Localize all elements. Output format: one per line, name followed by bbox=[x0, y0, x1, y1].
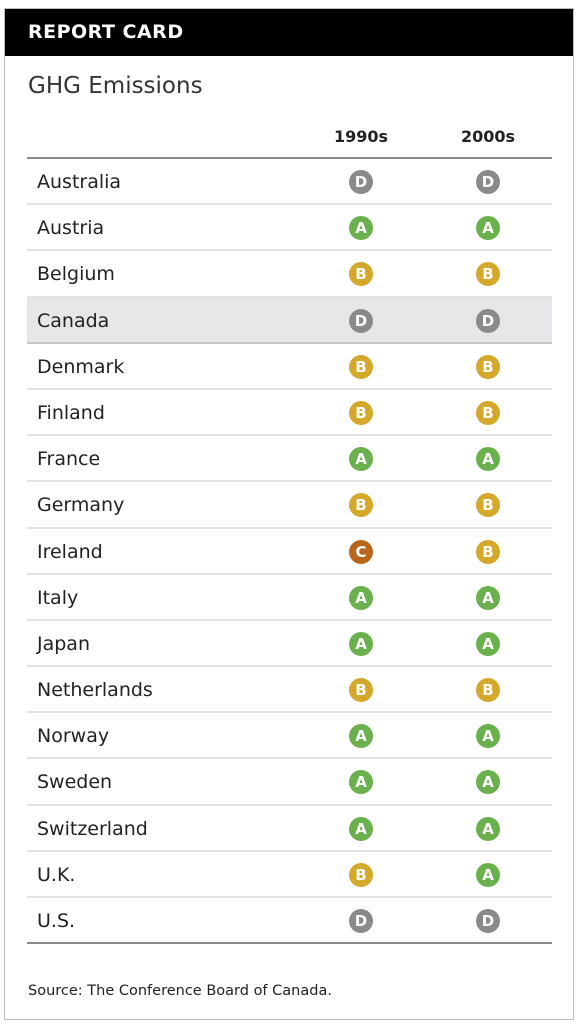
grade-1990s-badge: A bbox=[349, 216, 373, 241]
grade-1990s-badge: B bbox=[349, 262, 373, 287]
grade-1990s-badge: A bbox=[349, 447, 373, 472]
country-name: Germany bbox=[37, 494, 125, 517]
country-name: Canada bbox=[37, 309, 110, 332]
grade-1990s-badge: A bbox=[349, 770, 373, 795]
grade-2000s-badge: B bbox=[476, 493, 500, 518]
report-card: REPORT CARD GHG Emissions 1990s 2000s Au… bbox=[4, 8, 574, 1020]
country-name: Austria bbox=[37, 217, 105, 240]
table-row: Denmark B B bbox=[27, 344, 552, 390]
grade-1990s-badge: A bbox=[349, 631, 373, 656]
country-name: U.S. bbox=[37, 910, 76, 932]
grade-2000s-badge: B bbox=[476, 262, 500, 287]
grade-1990s-badge: B bbox=[349, 400, 373, 425]
country-name: Switzerland bbox=[37, 817, 148, 840]
table-row: Austria A A bbox=[27, 205, 552, 252]
grade-2000s-badge: A bbox=[476, 631, 500, 656]
grade-2000s-badge: A bbox=[476, 447, 500, 472]
grade-2000s-badge: B bbox=[476, 539, 500, 564]
table-row: Netherlands B B bbox=[27, 667, 552, 714]
grade-2000s-badge: B bbox=[476, 678, 500, 703]
grade-1990s-badge: D bbox=[349, 170, 373, 194]
grade-1990s-badge: A bbox=[349, 816, 373, 841]
table-row: France A A bbox=[27, 436, 552, 483]
table-body: Australia D D Austria A A Belgium B B Canada D D Den… bbox=[27, 159, 552, 945]
grade-1990s-badge: A bbox=[349, 585, 373, 610]
table-row: Sweden A A bbox=[27, 759, 552, 806]
grade-2000s-badge: A bbox=[476, 816, 500, 841]
table-row: U.K. B A bbox=[27, 852, 552, 898]
country-name: Belgium bbox=[37, 263, 115, 286]
grade-1990s-badge: B bbox=[349, 354, 373, 379]
country-name: Ireland bbox=[37, 540, 103, 563]
table-row: Finland B B bbox=[27, 390, 552, 437]
report-card-header: REPORT CARD bbox=[5, 9, 573, 56]
table-row: Australia D D bbox=[27, 159, 552, 206]
country-name: Sweden bbox=[37, 771, 113, 794]
grade-2000s-badge: A bbox=[476, 862, 500, 887]
grades-table: 1990s 2000s Australia D D Austria A A Belgium B… bbox=[27, 121, 552, 945]
grade-2000s-badge: A bbox=[476, 770, 500, 795]
country-name: Norway bbox=[37, 725, 110, 748]
column-header-2000s: 2000s bbox=[460, 127, 516, 146]
grade-1990s-badge: B bbox=[349, 493, 373, 518]
grade-1990s-badge: B bbox=[349, 862, 373, 887]
table-row: Belgium B B bbox=[27, 251, 552, 298]
grade-1990s-badge: B bbox=[349, 678, 373, 703]
country-name: Japan bbox=[37, 632, 90, 655]
table-row: Norway A A bbox=[27, 713, 552, 760]
grade-2000s-badge: D bbox=[476, 170, 500, 194]
country-name: Italy bbox=[37, 586, 79, 609]
grade-1990s-badge: D bbox=[349, 909, 373, 933]
grade-2000s-badge: A bbox=[476, 585, 500, 610]
grade-2000s-badge: A bbox=[476, 216, 500, 241]
grade-2000s-badge: D bbox=[476, 909, 500, 933]
table-row: Switzerland A A bbox=[27, 806, 552, 852]
table-header-row: 1990s 2000s bbox=[27, 121, 552, 159]
table-row: Canada D D bbox=[27, 297, 552, 344]
table-row: Italy A A bbox=[27, 575, 552, 621]
source-note: Source: The Conference Board of Canada. bbox=[28, 983, 332, 999]
table-row: Japan A A bbox=[27, 621, 552, 668]
country-name: Netherlands bbox=[37, 679, 153, 702]
country-name: Finland bbox=[37, 401, 105, 424]
grade-1990s-badge: C bbox=[349, 539, 373, 564]
grade-2000s-badge: B bbox=[476, 354, 500, 379]
country-name: U.K. bbox=[37, 863, 76, 886]
column-header-1990s: 1990s bbox=[333, 127, 389, 146]
country-name: Australia bbox=[37, 171, 122, 193]
grade-2000s-badge: A bbox=[476, 724, 500, 749]
country-name: France bbox=[37, 448, 101, 471]
table-row: U.S. D D bbox=[27, 898, 552, 945]
grade-1990s-badge: A bbox=[349, 724, 373, 749]
table-row: Germany B B bbox=[27, 482, 552, 529]
grade-2000s-badge: B bbox=[476, 400, 500, 425]
grade-2000s-badge: D bbox=[476, 308, 500, 333]
grade-1990s-badge: D bbox=[349, 308, 373, 333]
country-name: Denmark bbox=[37, 355, 125, 378]
table-row: Ireland C B bbox=[27, 529, 552, 575]
report-subtitle: GHG Emissions bbox=[28, 73, 203, 99]
